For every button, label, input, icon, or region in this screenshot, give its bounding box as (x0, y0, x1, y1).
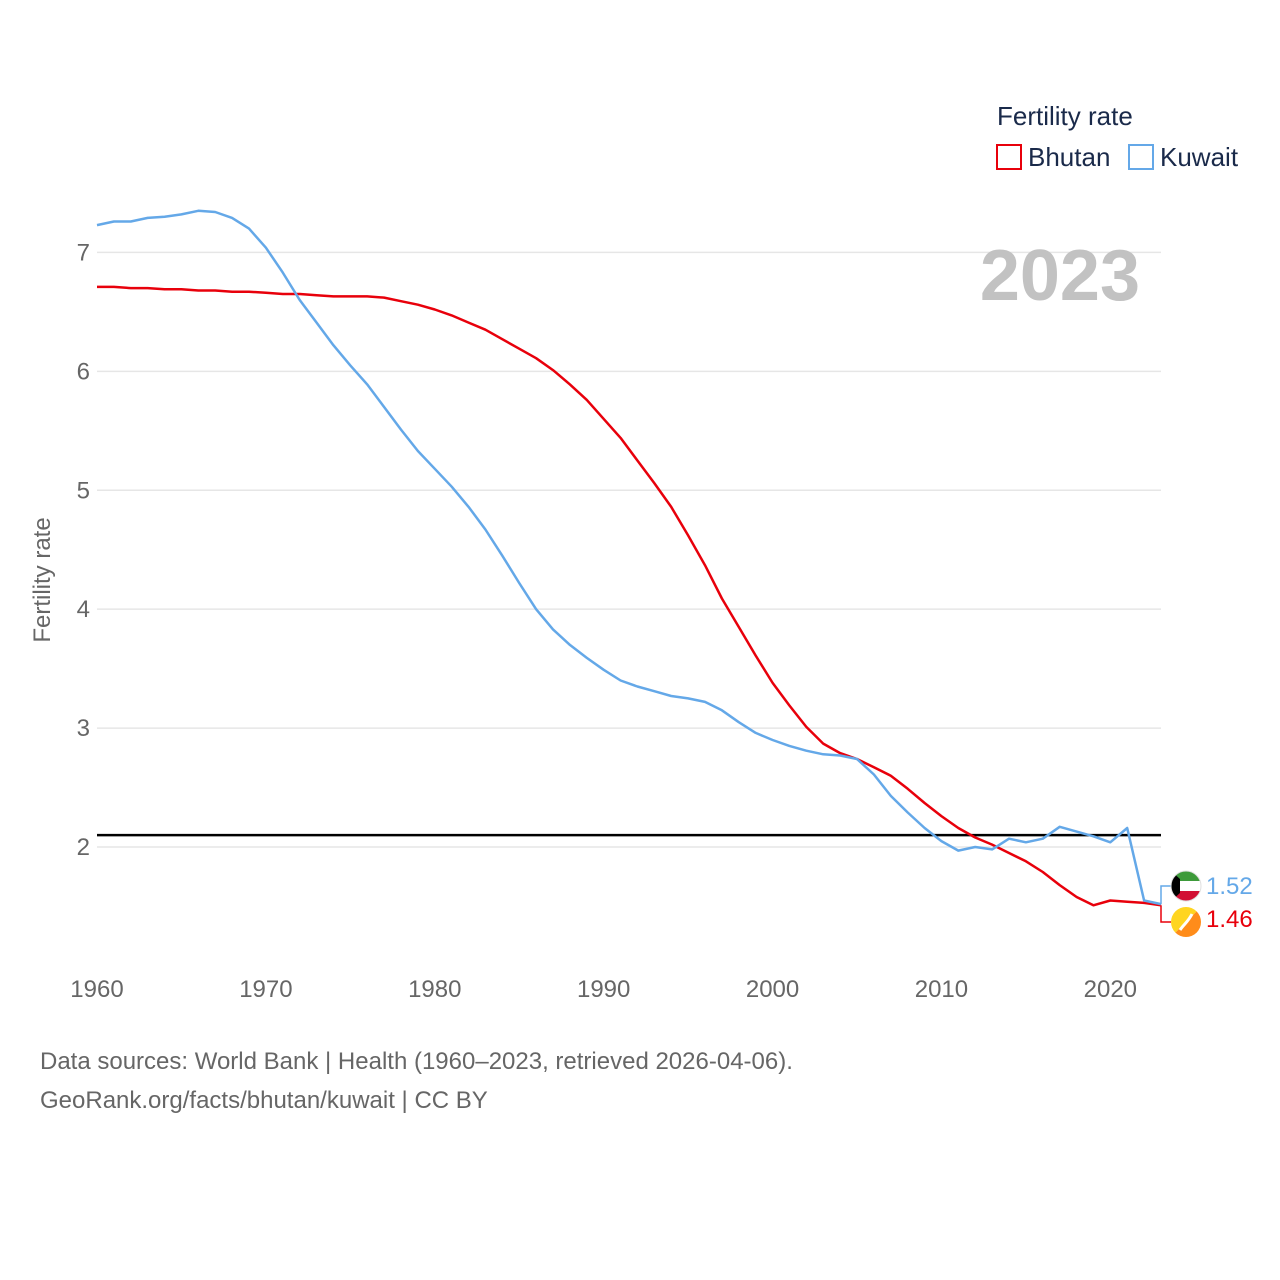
y-tick-label: 4 (77, 596, 90, 623)
x-tick-label: 1990 (577, 976, 630, 1003)
series-lines (96, 209, 1171, 923)
kuwait-end-value: 1.52 (1206, 873, 1253, 900)
footer: Data sources: World Bank | Health (1960–… (40, 1042, 793, 1120)
x-tick-label: 1960 (70, 976, 123, 1003)
y-tick-label: 7 (77, 239, 90, 266)
legend-item-bhutan[interactable]: Bhutan (996, 142, 1110, 172)
y-tick-label: 5 (77, 477, 90, 504)
x-tick-label: 1970 (239, 976, 292, 1003)
x-tick-label: 2020 (1084, 976, 1137, 1003)
gridlines (97, 251, 1161, 848)
legend-item-kuwait[interactable]: Kuwait (1128, 142, 1239, 172)
legend-title: Fertility rate (997, 101, 1133, 131)
legend-swatch-bhutan (996, 144, 1022, 170)
fertility-rate-chart: 2 3 4 5 6 7 1960 1970 1980 1990 2000 2010 2020 2023… (29, 101, 1253, 1003)
series-line-bhutan (97, 285, 1162, 907)
series-line-kuwait (96, 209, 1162, 906)
y-axis-title: Fertility rate (29, 517, 56, 642)
end-connector-kuwait (1160, 885, 1171, 905)
legend: Fertility rate Bhutan Kuwait (996, 101, 1239, 172)
y-axis-ticks: 2 3 4 5 6 7 (77, 239, 90, 861)
data-sources-text: Data sources: World Bank | Health (1960–… (40, 1048, 793, 1075)
x-axis-ticks: 1960 1970 1980 1990 2000 2010 2020 (70, 976, 1137, 1003)
bhutan-end-value: 1.46 (1206, 906, 1253, 933)
legend-swatch-kuwait (1128, 144, 1154, 170)
x-tick-label: 2000 (746, 976, 799, 1003)
legend-label-kuwait: Kuwait (1160, 142, 1239, 172)
kuwait-flag-icon (1170, 870, 1202, 902)
legend-label-bhutan: Bhutan (1028, 142, 1110, 172)
end-connector-bhutan (1160, 905, 1171, 923)
year-label: 2023 (980, 236, 1140, 316)
y-tick-label: 3 (77, 715, 90, 742)
credit-link[interactable]: GeoRank.org/facts/bhutan/kuwait | CC BY (40, 1087, 488, 1114)
y-tick-label: 2 (77, 834, 90, 861)
x-tick-label: 2010 (915, 976, 968, 1003)
bhutan-flag-icon (1171, 907, 1201, 937)
y-tick-label: 6 (77, 358, 90, 385)
x-tick-label: 1980 (408, 976, 461, 1003)
